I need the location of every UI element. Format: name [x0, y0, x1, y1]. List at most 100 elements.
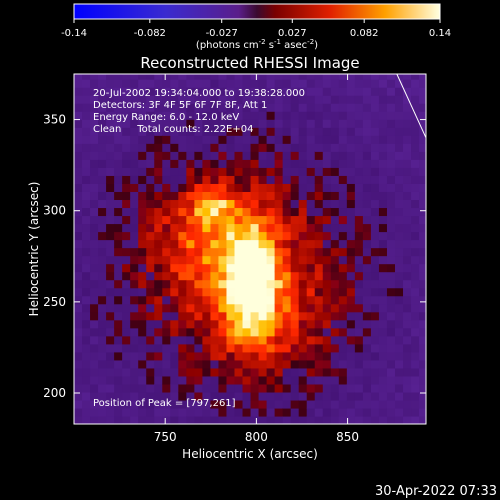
- heatmap-cell: [242, 399, 252, 409]
- heatmap-cell: [154, 127, 163, 136]
- heatmap-cell: [298, 255, 308, 265]
- info-line-detectors: Detectors: 3F 4F 5F 6F 7F 8F, Att 1: [93, 100, 267, 111]
- heatmap-cell: [226, 151, 236, 160]
- heatmap-cell: [186, 231, 195, 241]
- heatmap-cell: [354, 239, 364, 249]
- heatmap-cell: [130, 295, 139, 305]
- heatmap-cell: [306, 151, 316, 160]
- heatmap-cell: [338, 391, 348, 401]
- heatmap-cell: [314, 103, 324, 112]
- heatmap-cell: [338, 95, 348, 104]
- heatmap-cell: [330, 223, 340, 233]
- heatmap-cell: [106, 351, 115, 361]
- heatmap-cell: [266, 223, 276, 233]
- heatmap-cell: [330, 303, 340, 313]
- heatmap-cell: [362, 199, 372, 209]
- heatmap-cell: [154, 279, 163, 289]
- heatmap-cell: [419, 74, 426, 80]
- heatmap-cell: [314, 207, 324, 217]
- heatmap-cell: [90, 143, 99, 152]
- heatmap-cell: [146, 255, 155, 265]
- heatmap-cell: [234, 271, 244, 281]
- heatmap-cell: [186, 263, 195, 273]
- heatmap-cell: [162, 311, 171, 321]
- heatmap-cell: [322, 351, 332, 361]
- heatmap-cell: [106, 279, 115, 289]
- heatmap-cell: [90, 263, 99, 273]
- heatmap-cell: [258, 271, 268, 281]
- heatmap-cell: [338, 215, 348, 225]
- heatmap-cell: [218, 271, 228, 281]
- heatmap-cell: [98, 151, 107, 160]
- heatmap-cell: [98, 343, 107, 353]
- heatmap-cell: [202, 263, 212, 273]
- heatmap-cell: [378, 87, 388, 96]
- heatmap-cell: [403, 303, 412, 313]
- heatmap-cell: [314, 79, 324, 88]
- heatmap-cell: [162, 231, 171, 241]
- heatmap-cell: [322, 199, 332, 209]
- heatmap-cell: [362, 367, 372, 377]
- heatmap-cell: [146, 95, 155, 104]
- heatmap-cell: [242, 159, 252, 168]
- heatmap-cell: [282, 167, 292, 176]
- heatmap-cell: [98, 207, 107, 217]
- heatmap-cell: [354, 383, 364, 393]
- heatmap-cell: [322, 239, 332, 249]
- heatmap-cell: [330, 175, 340, 184]
- heatmap-cell: [98, 359, 107, 369]
- heatmap-cell: [130, 263, 139, 273]
- heatmap-cell: [202, 375, 212, 385]
- heatmap-cell: [74, 103, 83, 112]
- heatmap-cell: [362, 151, 372, 160]
- heatmap-cell: [386, 215, 396, 225]
- heatmap-cell: [370, 247, 380, 257]
- heatmap-cell: [242, 311, 252, 321]
- y-tick-label: 300: [43, 204, 66, 218]
- heatmap-cell: [154, 119, 163, 128]
- heatmap-cell: [274, 263, 284, 273]
- heatmap-cell: [322, 159, 332, 168]
- heatmap-cell: [162, 279, 171, 289]
- heatmap-cell: [403, 319, 412, 329]
- x-tick-label: 750: [154, 430, 177, 444]
- heatmap-cell: [122, 319, 131, 329]
- heatmap-cell: [186, 391, 195, 401]
- heatmap-cell: [258, 327, 268, 337]
- heatmap-cell: [234, 119, 244, 128]
- heatmap-cell: [258, 175, 268, 184]
- heatmap-cell: [226, 311, 236, 321]
- heatmap-cell: [386, 95, 396, 104]
- heatmap-cell: [266, 359, 276, 369]
- heatmap-cell: [370, 191, 380, 201]
- heatmap-cell: [82, 223, 91, 233]
- heatmap-cell: [138, 255, 147, 265]
- heatmap-cell: [234, 183, 244, 192]
- heatmap-cell: [226, 127, 236, 136]
- heatmap-cell: [162, 111, 171, 120]
- heatmap-cell: [114, 223, 123, 233]
- heatmap-cell: [74, 255, 83, 265]
- heatmap-cell: [290, 231, 300, 241]
- heatmap-cell: [122, 303, 131, 313]
- heatmap-cell: [162, 74, 171, 80]
- heatmap-cell: [154, 207, 163, 217]
- heatmap-cell: [394, 143, 404, 152]
- heatmap-cell: [322, 287, 332, 297]
- heatmap-cell: [266, 111, 276, 120]
- heatmap-cell: [362, 143, 372, 152]
- heatmap-cell: [210, 407, 220, 417]
- heatmap-cell: [338, 79, 348, 88]
- heatmap-cell: [394, 127, 404, 136]
- heatmap-cell: [386, 343, 396, 353]
- heatmap-cell: [282, 359, 292, 369]
- heatmap-cell: [98, 407, 107, 417]
- heatmap-cell: [234, 223, 244, 233]
- heatmap-cell: [242, 191, 252, 201]
- heatmap-cell: [210, 119, 220, 128]
- heatmap-cell: [386, 111, 396, 120]
- heatmap-cell: [130, 247, 139, 257]
- heatmap-cell: [122, 143, 131, 152]
- heatmap-cell: [218, 367, 228, 377]
- heatmap-cell: [411, 175, 420, 184]
